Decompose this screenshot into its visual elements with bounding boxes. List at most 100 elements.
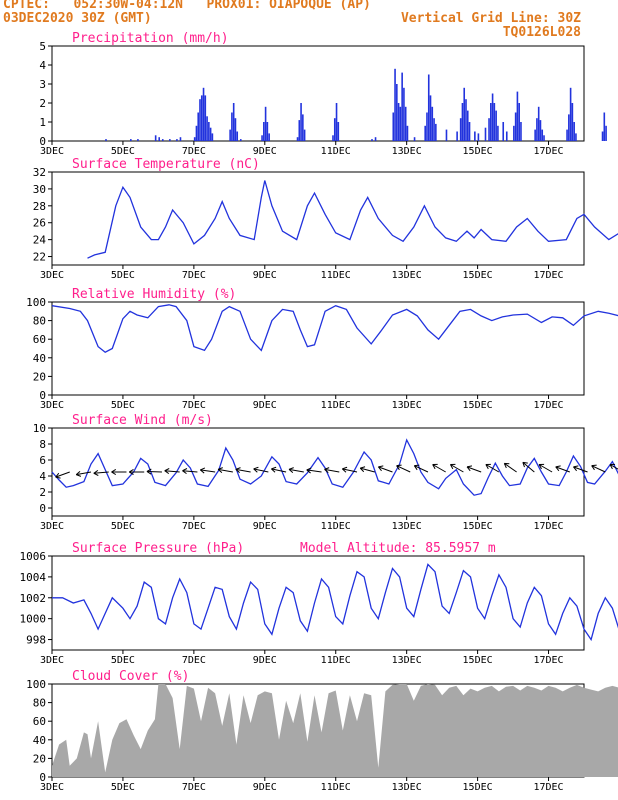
precip-bar [514,112,517,141]
y-tick-label: 8 [39,438,46,451]
wind-arrow-head [55,472,60,478]
x-tick-label: 7DEC [182,270,206,281]
panel-1: 22 24 26 28 30 32 3DEC 5DEC 7DEC 9DEC 11DEC 13DEC 15… [33,157,618,281]
series-line [87,180,618,259]
x-tick-label: 9DEC [253,270,277,281]
precip-bar [573,122,575,141]
wind-arrow-head [128,471,134,476]
wind-arrow-head [253,468,258,473]
wind-arrow [306,469,322,473]
wind-arrow-head [396,464,402,467]
y-tick-label: 4 [39,470,46,483]
precip-bar [445,129,448,141]
precip-bar [392,112,395,141]
precip-bar [477,133,480,141]
precip-bar [130,139,132,141]
x-tick-label: 11DEC [321,400,351,411]
wind-arrow-head [522,462,525,468]
wind-arrow-head [413,465,418,471]
y-tick-label: 40 [33,734,46,747]
y-tick-label: 60 [33,333,46,346]
x-tick-label: 11DEC [321,782,351,793]
precip-bar [161,139,164,141]
y-tick-label: 30 [33,183,46,196]
wind-arrow-head [591,465,595,471]
x-tick-label: 15DEC [463,655,493,666]
x-tick-label: 5DEC [111,782,135,793]
wind-arrow-head [342,466,348,470]
precip-bar [333,118,336,141]
precip-bar [264,106,267,141]
wind-arrow-head [324,467,330,470]
wind-arrow [146,470,162,473]
panel-title: Cloud Cover (%) [72,669,189,684]
wind-arrow-head [200,467,206,471]
x-tick-label: 17DEC [533,400,563,411]
wind-arrow [360,467,375,473]
wind-arrow-head [466,465,473,468]
wind-arrow-head [93,472,99,476]
y-tick-label: 100 [26,678,46,691]
panel-title: Precipitation (mm/h) [72,31,229,46]
wind-arrow-head [466,466,471,472]
x-tick-label: 5DEC [111,146,135,157]
wind-arrow [271,468,287,473]
precip-bar [493,103,496,141]
y-tick-label: 0 [39,389,46,402]
y-tick-label: 2 [39,97,46,110]
precip-bar [296,137,299,141]
wind-arrow-head [182,470,187,475]
wind-arrow [414,465,429,473]
plot-frame [51,45,585,142]
precip-bar [433,118,435,141]
x-tick-label: 17DEC [533,521,563,532]
precip-bar [456,131,458,141]
wind-arrow-head [503,463,507,469]
x-tick-label: 13DEC [392,521,422,532]
precip-bar [399,106,402,141]
precip-bar [465,99,467,141]
wind-arrow [522,461,535,473]
wind-arrow [432,464,446,473]
precip-bar [543,135,545,141]
wind-arrow-head [217,469,223,474]
wind-arrow [573,466,588,473]
x-tick-label: 11DEC [321,146,351,157]
wind-arrow-head [378,465,384,468]
wind-arrow-head [93,469,99,474]
precip-bar [459,118,462,141]
y-tick-label: 1 [39,116,46,129]
y-tick-label: 60 [33,715,46,728]
precip-bar [566,129,568,141]
precip-bar [505,131,508,141]
wind-arrow-head [128,468,134,473]
wind-arrow-head [522,461,528,464]
x-tick-label: 5DEC [111,655,135,666]
precip-bar [204,95,207,141]
x-tick-label: 13DEC [392,270,422,281]
precip-bar [537,106,540,141]
wind-arrow-head [235,467,241,470]
precip-bar [516,91,519,141]
x-tick-label: 15DEC [463,400,493,411]
precip-bar [539,120,542,141]
precip-bar [431,106,434,141]
precip-bar [229,129,231,141]
precip-bar [490,103,492,141]
precip-bar [513,125,515,141]
precip-bar [518,103,520,141]
precip-bar [195,125,198,141]
precip-bar [601,131,604,141]
wind-arrow [93,471,109,474]
precip-bar [169,139,171,141]
wind-arrow-head [555,466,560,472]
precip-bar [571,103,574,141]
y-tick-label: 1002 [20,592,47,605]
y-tick-label: 0 [39,502,46,515]
x-tick-label: 3DEC [40,782,64,793]
y-tick-label: 20 [33,752,46,765]
y-tick-label: 5 [39,40,46,53]
precip-bar [424,125,426,141]
precip-bar [394,68,396,141]
